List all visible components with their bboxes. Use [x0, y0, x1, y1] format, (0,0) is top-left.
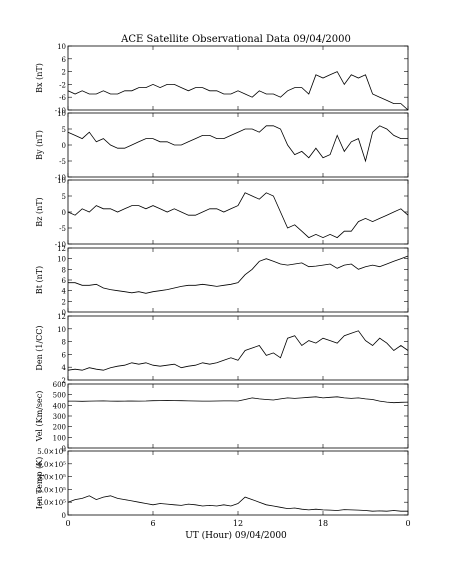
panel-frame: [67, 112, 409, 178]
y-tick-label: -6: [59, 94, 66, 102]
x-tick-label: 18: [318, 519, 328, 528]
y-tick-label: 600: [53, 381, 66, 389]
y-tick-label: 6: [62, 56, 67, 64]
x-tick-label: 12: [233, 519, 243, 528]
panel-frame: [67, 179, 409, 245]
y-tick-label: 5: [62, 193, 66, 201]
y-tick-label: 0: [62, 209, 66, 217]
y-tick-label: 0: [62, 512, 66, 520]
y-axis-label: Ion Temp (K): [35, 457, 44, 510]
y-tick-label: 8: [62, 266, 66, 274]
series-line: [67, 192, 409, 239]
y-tick-label: 6: [62, 277, 67, 285]
y-tick-label: 1.0×10⁵: [37, 499, 66, 507]
y-tick-label: 10: [57, 256, 66, 264]
panel-6: 600 500 400 300 200 100 0 Vel (Km/sec): [35, 381, 409, 453]
y-tick-label: 4.0×10⁵: [37, 461, 66, 469]
y-tick-label: 0: [62, 309, 66, 317]
panel-2: 10 5 0 -5 -10 By (nT): [35, 110, 409, 182]
y-axis-label: Bz (nT): [35, 197, 44, 226]
series-line: [68, 396, 409, 404]
y-tick-label: 500: [53, 392, 66, 400]
panel-7: 5.0×10⁵ 4.0×10⁵ 3.0×10⁵ 2.0×10⁵ 1.0×10⁵ 0 Ion …: [35, 448, 409, 520]
y-axis-label: Vel (Km/sec): [35, 391, 44, 443]
x-axis: 0 6 12 18 0: [65, 519, 410, 528]
series-line: [67, 125, 408, 163]
y-tick-label: -10: [55, 107, 66, 115]
panel-5: 12 10 8 6 4 2 Den (1/CC): [35, 313, 409, 385]
y-tick-label: 5.0×10⁵: [37, 448, 66, 456]
y-tick-label: 2: [62, 69, 66, 77]
y-tick-label: -5: [59, 225, 66, 233]
y-tick-label: 10: [57, 110, 66, 118]
panel-frame: [67, 450, 409, 516]
panel-1: 10 6 2 -2 -6 -10 Bx (nT): [35, 43, 409, 115]
panels: 10 6 2 -2 -6 -10 Bx (nT) 10 5 0 -5 -10 By (nT) 10 5 0 -5…: [35, 43, 409, 520]
y-tick-label: 2.0×10⁵: [37, 486, 66, 494]
y-tick-label: 6: [62, 351, 67, 359]
panel-4: 12 10 8 6 4 2 0 Bt (nT): [35, 245, 409, 317]
y-tick-label: 10: [57, 177, 66, 185]
y-tick-label: 0: [62, 445, 66, 453]
y-axis-label: By (nT): [35, 130, 44, 160]
panel-frame: [67, 45, 409, 111]
y-tick-label: -10: [55, 241, 66, 249]
series-line: [67, 330, 409, 371]
y-tick-label: 12: [57, 245, 66, 253]
panel-frame: [67, 383, 409, 449]
y-tick-label: 2: [62, 298, 66, 306]
x-tick-label: 0: [65, 519, 70, 528]
y-tick-label: 12: [57, 313, 66, 321]
y-tick-label: 200: [53, 424, 66, 432]
y-tick-label: -5: [59, 158, 66, 166]
y-tick-label: 300: [53, 413, 66, 421]
panel-frame: [67, 315, 409, 381]
y-tick-label: 4: [62, 364, 67, 372]
y-tick-label: 3.0×10⁵: [37, 474, 66, 482]
y-tick-label: -2: [59, 81, 66, 89]
x-tick-label: 0: [405, 519, 410, 528]
y-tick-label: 0: [62, 142, 66, 150]
y-axis-label: Bx (nT): [35, 63, 44, 93]
panel-3: 10 5 0 -5 -10 Bz (nT): [35, 177, 409, 249]
y-tick-label: 100: [53, 434, 66, 442]
y-axis-label: Den (1/CC): [35, 325, 44, 370]
chart-title: ACE Satellite Observational Data 09/04/2…: [120, 34, 351, 45]
y-axis-label: Bt (nT): [35, 266, 44, 294]
x-tick-label: 6: [150, 519, 155, 528]
y-tick-label: 10: [57, 326, 66, 334]
y-tick-label: 4: [62, 288, 67, 296]
series-line: [67, 495, 408, 512]
y-tick-label: 8: [62, 339, 66, 347]
y-tick-label: 10: [57, 43, 66, 51]
y-tick-label: -10: [55, 174, 66, 182]
panel-frame: [67, 247, 409, 313]
y-tick-label: 2: [62, 377, 66, 385]
y-tick-label: 5: [62, 126, 66, 134]
series-line: [67, 71, 409, 111]
y-tick-label: 400: [53, 402, 66, 410]
x-axis-label: UT (Hour) 09/04/2000: [185, 530, 287, 541]
series-line: [68, 255, 409, 294]
